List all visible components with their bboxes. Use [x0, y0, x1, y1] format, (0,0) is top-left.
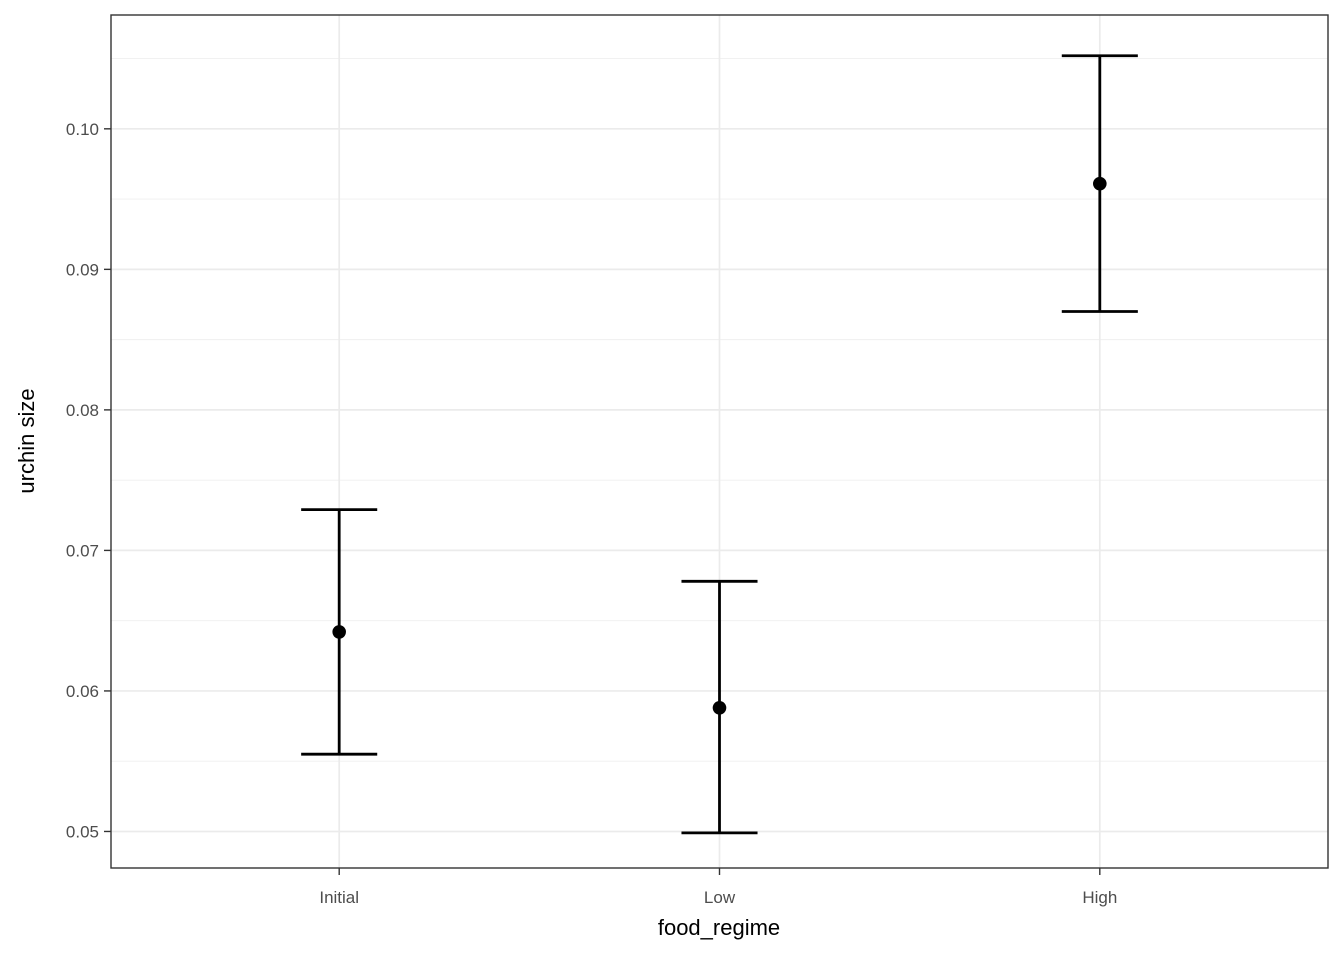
y-tick-label-0.06: 0.06 — [66, 682, 99, 701]
y-tick-label-0.07: 0.07 — [66, 541, 99, 560]
x-tick-label-High: High — [1082, 888, 1117, 907]
y-axis-title: urchin size — [14, 388, 39, 494]
x-tick-label-Low: Low — [704, 888, 736, 907]
x-axis-title: food_regime — [657, 915, 781, 940]
y-tick-label-0.08: 0.08 — [66, 401, 99, 420]
x-tick-label-Initial: Initial — [319, 888, 359, 907]
y-tick-label-0.09: 0.09 — [66, 260, 99, 279]
mean-point-Low — [712, 700, 727, 715]
y-tick-label-0.10: 0.10 — [66, 120, 99, 139]
y-tick-label-0.05: 0.05 — [66, 822, 99, 841]
mean-point-High — [1093, 176, 1107, 191]
mean-point-Initial — [332, 625, 346, 639]
